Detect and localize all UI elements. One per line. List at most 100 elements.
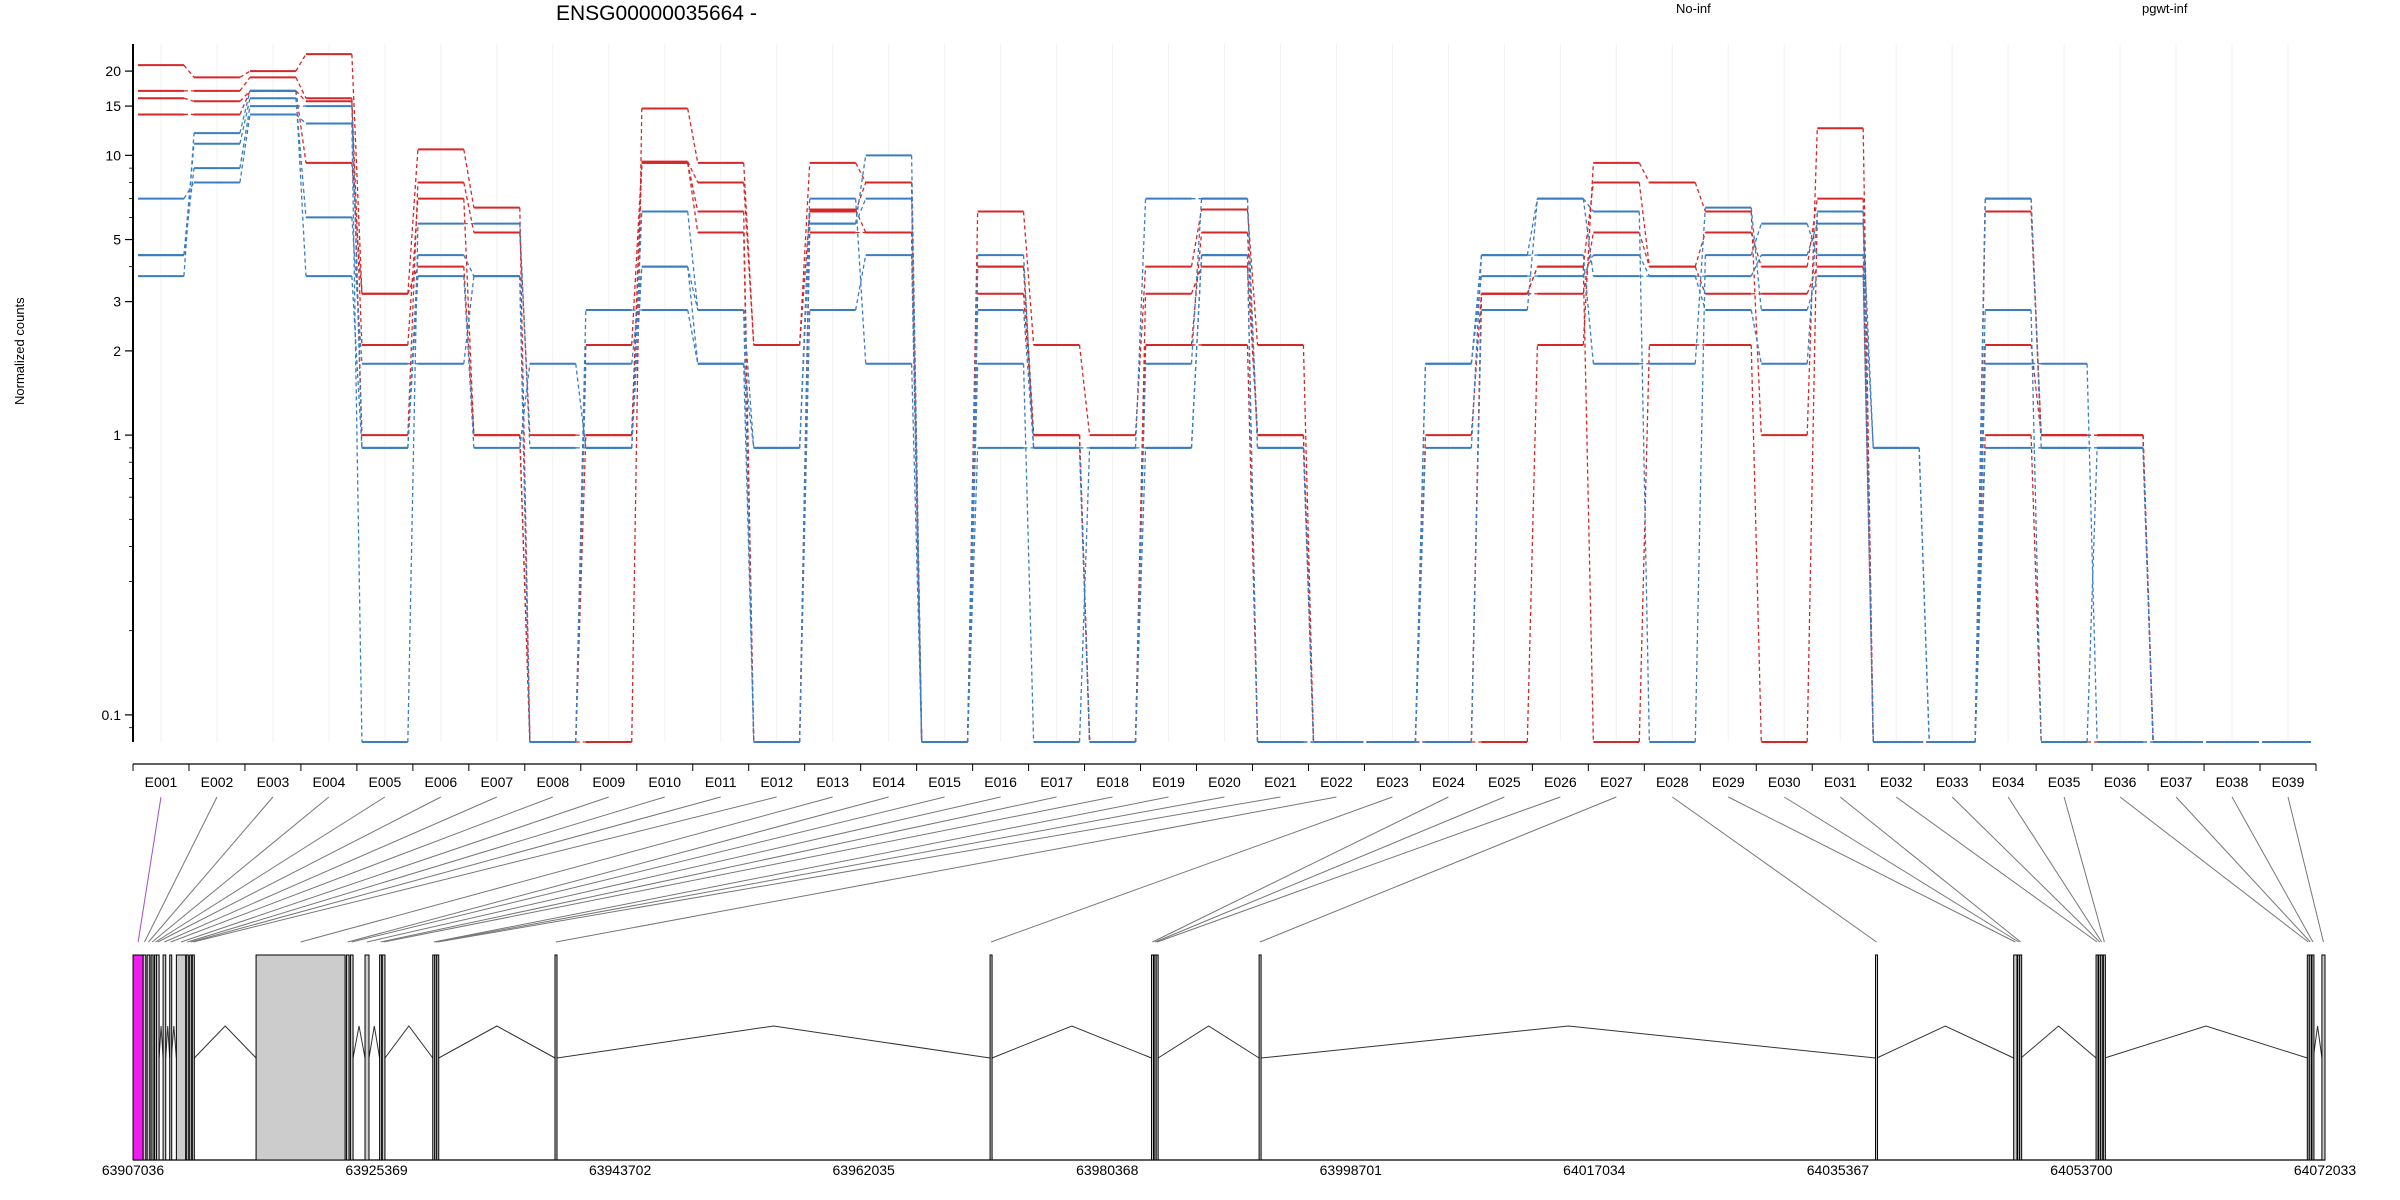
- series-pgwt-inf-4-link-2: [239, 114, 251, 183]
- exon-box-E039: [2321, 954, 2326, 1161]
- genome-tick-label-63980368: 63980368: [1076, 1162, 1139, 1178]
- genome-tick-label-63907036: 63907036: [102, 1162, 165, 1178]
- series-no-inf-1-link-33: [1974, 198, 1986, 743]
- series-no-inf-2-link-28: [1694, 266, 1706, 295]
- series-no-inf-1-link-11: [743, 182, 755, 346]
- y-tick-label-5: 5: [113, 232, 121, 248]
- series-pgwt-inf-6-link-10: [687, 309, 699, 364]
- exon-connector-E039: [2287, 796, 2324, 943]
- exon-box-E001: [132, 954, 144, 1161]
- x-tick-label-E038: E038: [2216, 774, 2249, 790]
- y-tick-label-0.1: 0.1: [102, 707, 122, 723]
- series-pgwt-inf-7-link-5: [407, 276, 419, 448]
- series-pgwt-inf-5-link-13: [854, 155, 867, 224]
- series-no-inf-0-link-27: [1638, 162, 1650, 183]
- exon-connector-E007: [164, 796, 498, 943]
- x-tick-label-E035: E035: [2048, 774, 2081, 790]
- exon-connector-E011: [190, 796, 721, 943]
- series-pgwt-inf-6-link-13: [854, 254, 867, 311]
- exon-box-E031: [2019, 954, 2023, 1161]
- series-pgwt-inf-7-link-29: [1750, 309, 1762, 364]
- series-pgwt-inf-5-link-6: [463, 254, 475, 277]
- exon-connector-E017: [380, 796, 1057, 943]
- series-pgwt-inf-6-link-16: [1022, 363, 1035, 743]
- x-tick-label-E022: E022: [1320, 774, 1353, 790]
- y-tick-label-1: 1: [113, 427, 121, 443]
- series-no-inf-0-link-1: [183, 64, 195, 78]
- y-tick-label-15: 15: [105, 98, 121, 114]
- series-no-inf-0-link-2: [239, 70, 251, 78]
- series-no-inf-1-link-19: [1190, 232, 1203, 346]
- exon-connector-E018: [383, 796, 1113, 943]
- series-no-inf-2-link-2: [239, 90, 251, 102]
- exon-box-E011: [189, 954, 193, 1161]
- series-no-inf-3-link-27: [1638, 344, 1650, 743]
- series-no-inf-0-link-17: [1078, 344, 1091, 436]
- exon-connector-E026: [1156, 796, 1561, 943]
- x-tick-label-E005: E005: [369, 774, 402, 790]
- series-pgwt-inf-4-link-10: [687, 211, 699, 311]
- series-pgwt-inf-6-link-3: [295, 98, 307, 218]
- series-pgwt-inf-5-link-29: [1750, 254, 1762, 277]
- exon-box-E016: [364, 954, 370, 1161]
- series-no-inf-0-link-18: [1134, 266, 1147, 436]
- exon-connector-E033: [1951, 796, 2101, 943]
- series-no-inf-3-link-5: [407, 266, 419, 295]
- exon-connector-E023: [990, 796, 1393, 943]
- series-no-inf-3-link-16: [1022, 266, 1035, 436]
- exon-connector-E031: [1839, 796, 2021, 943]
- x-tick-label-E039: E039: [2272, 774, 2305, 790]
- series-no-inf-0-link-6: [463, 149, 475, 208]
- exon-connector-E005: [155, 796, 386, 943]
- exon-box-E029: [2013, 954, 2018, 1161]
- exon-connector-E022: [555, 796, 1337, 943]
- series-pgwt-inf-7-link-9: [631, 266, 643, 448]
- intron-18: [384, 1025, 434, 1059]
- series-pgwt-inf-6-link-28: [1694, 207, 1706, 364]
- series-pgwt-inf-7-link-33: [1974, 198, 1986, 743]
- series-pgwt-inf-7-link-31: [1862, 211, 1874, 743]
- series-pgwt-inf-6-link-7: [519, 276, 531, 743]
- series-pgwt-inf-5-link-10: [687, 266, 699, 364]
- series-pgwt-inf-5-link-11: [743, 363, 755, 448]
- x-tick-label-E021: E021: [1264, 774, 1297, 790]
- x-tick-label-E028: E028: [1656, 774, 1689, 790]
- series-no-inf-1-link-14: [910, 182, 923, 743]
- series-pgwt-inf-5-link-31: [1862, 223, 1874, 448]
- genome-tick-label-63962035: 63962035: [833, 1162, 896, 1178]
- exon-box-E009: [175, 954, 187, 1161]
- exon-box-E034: [2100, 954, 2104, 1161]
- exon-box-E013: [255, 954, 346, 1161]
- x-tick-label-E034: E034: [1992, 774, 2025, 790]
- series-pgwt-inf-7-link-4: [351, 276, 363, 448]
- series-no-inf-0-link-16: [1022, 211, 1035, 346]
- series-pgwt-inf-7-link-26: [1582, 198, 1595, 277]
- exon-connector-E010: [187, 796, 665, 943]
- series-pgwt-inf-7-link-10: [687, 266, 699, 311]
- series-no-inf-1-link-27: [1638, 182, 1650, 267]
- series-pgwt-inf-7-link-24: [1470, 309, 1483, 743]
- exon-box-E003: [146, 954, 151, 1161]
- series-no-inf-2-link-4: [351, 101, 363, 345]
- exon-connector-E001: [137, 796, 162, 943]
- series-pgwt-inf-7-link-6: [463, 276, 475, 448]
- exon-box-E004: [150, 954, 154, 1161]
- x-tick-label-E031: E031: [1824, 774, 1857, 790]
- x-tick-label-E010: E010: [648, 774, 681, 790]
- intron-38: [2312, 1025, 2323, 1059]
- series-no-inf-0-link-5: [407, 149, 419, 294]
- y-tick-label-10: 10: [105, 147, 121, 163]
- series-no-inf-2-link-24: [1470, 293, 1483, 436]
- x-tick-label-E024: E024: [1432, 774, 1465, 790]
- exon-connector-E024: [1152, 796, 1449, 943]
- exon-connector-E035: [2063, 796, 2105, 943]
- x-tick-label-E036: E036: [2104, 774, 2137, 790]
- x-tick-label-E006: E006: [425, 774, 458, 790]
- series-no-inf-3-link-29: [1750, 344, 1762, 743]
- series-pgwt-inf-7-link-25: [1526, 198, 1539, 311]
- series-no-inf-3-link-30: [1806, 211, 1818, 743]
- series-pgwt-inf-5-link-4: [351, 106, 363, 448]
- y-tick-label-20: 20: [105, 63, 121, 79]
